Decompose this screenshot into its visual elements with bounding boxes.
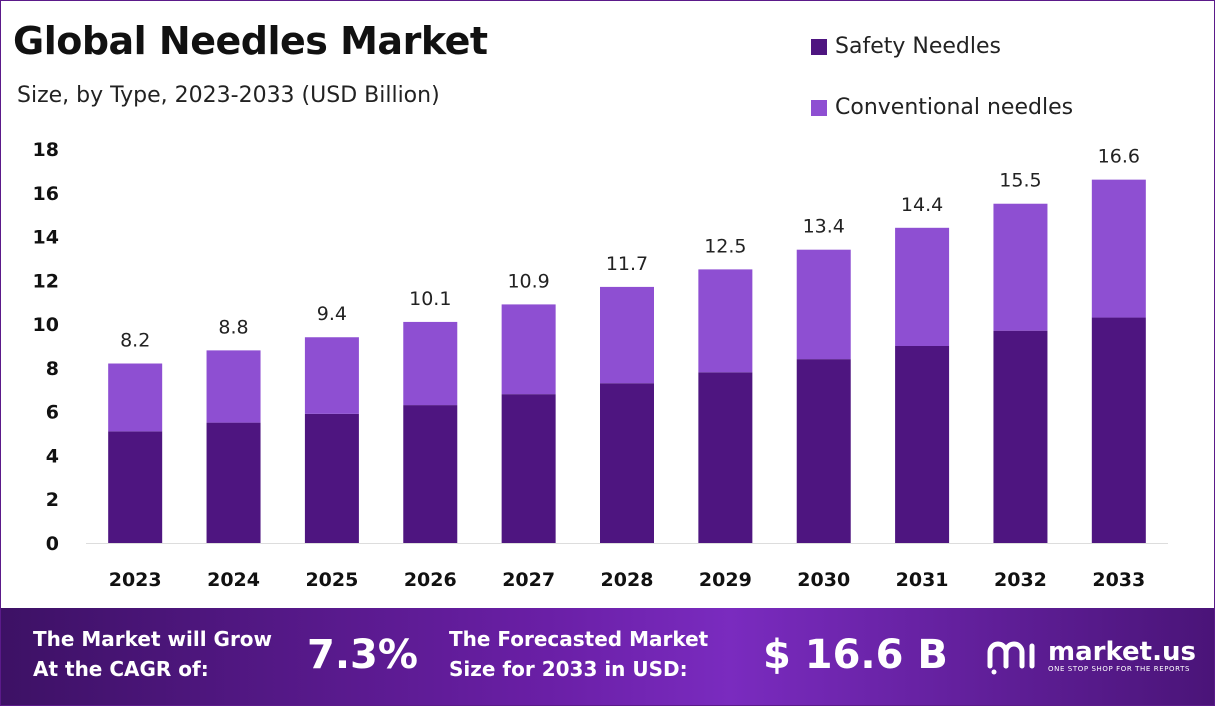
- cagr-label-line2: At the CAGR of:: [33, 657, 209, 681]
- y-tick-label: 6: [46, 402, 59, 424]
- logo-name: market.us: [1048, 637, 1196, 667]
- bar-safety-needles: [108, 431, 163, 543]
- y-tick-label: 16: [33, 183, 59, 205]
- bar-total-label: 9.4: [317, 303, 347, 325]
- bar-conventional-needles: [108, 363, 163, 432]
- bar-conventional-needles: [993, 203, 1048, 331]
- forecast-label-line2: Size for 2033 in USD:: [449, 657, 688, 681]
- legend-swatch-conventional-needles: [811, 99, 827, 116]
- bar-total-label: 10.9: [507, 270, 549, 292]
- bar-total-label: 8.2: [120, 330, 150, 352]
- bar-total-label: 10.1: [409, 288, 451, 310]
- chart-subtitle: Size, by Type, 2023-2033 (USD Billion): [17, 83, 440, 108]
- x-tick-label: 2026: [404, 569, 457, 591]
- legend-swatch-safety-needles: [811, 38, 827, 55]
- logo-tagline: ONE STOP SHOP FOR THE REPORTS: [1048, 665, 1191, 673]
- bar-safety-needles: [403, 405, 458, 543]
- cagr-label-line1: The Market will Grow: [33, 627, 273, 651]
- y-tick-label: 2: [46, 489, 59, 511]
- x-tick-label: 2023: [109, 569, 162, 591]
- bar-safety-needles: [600, 383, 654, 543]
- bar-chart: 0 2 4 6 8 10 12 14 16 18 8.2 2023 8.8 2024 9.4 2025 10.1…: [33, 139, 1168, 591]
- x-tick-label: 2029: [699, 569, 752, 591]
- bar-conventional-needles: [501, 304, 556, 395]
- bar-conventional-needles: [600, 286, 654, 384]
- x-tick-label: 2031: [896, 569, 949, 591]
- bar-safety-needles: [698, 372, 753, 543]
- bar-conventional-needles: [206, 350, 261, 423]
- x-tick-label: 2027: [502, 569, 555, 591]
- chart-title: Global Needles Market: [13, 19, 488, 63]
- legend-label-safety-needles: Safety Needles: [835, 34, 1001, 59]
- y-tick-label: 18: [33, 139, 59, 161]
- forecast-label-line1: The Forecasted Market: [449, 627, 709, 651]
- bar-total-label: 12.5: [704, 235, 746, 257]
- bar-total-label: 15.5: [999, 170, 1041, 192]
- cagr-label: The Market will Grow At the CAGR of:: [33, 624, 272, 684]
- bar-conventional-needles: [1091, 179, 1146, 318]
- forecast-label: The Forecasted Market Size for 2033 in U…: [449, 624, 708, 684]
- bar-conventional-needles: [796, 249, 851, 360]
- bar-conventional-needles: [895, 227, 950, 346]
- bar-safety-needles: [796, 359, 851, 543]
- bar-total-label: 11.7: [606, 253, 648, 275]
- market-us-logo[interactable]: market.us ONE STOP SHOP FOR THE REPORTS: [986, 636, 1196, 676]
- bar-safety-needles: [1091, 317, 1146, 543]
- x-tick-label: 2030: [797, 569, 850, 591]
- x-tick-label: 2025: [305, 569, 358, 591]
- bar-safety-needles: [501, 394, 556, 543]
- cagr-value: 7.3%: [307, 632, 418, 678]
- bar-safety-needles: [304, 413, 359, 543]
- x-tick-label: 2032: [994, 569, 1047, 591]
- x-tick-label: 2033: [1092, 569, 1145, 591]
- bar-safety-needles: [993, 330, 1048, 543]
- x-tick-label: 2028: [601, 569, 654, 591]
- x-tick-label: 2024: [207, 569, 260, 591]
- bar-total-label: 8.8: [218, 316, 248, 338]
- bar-total-label: 13.4: [803, 216, 845, 238]
- bar-conventional-needles: [304, 337, 359, 414]
- y-tick-label: 8: [46, 358, 59, 380]
- legend-label-conventional-needles: Conventional needles: [835, 95, 1074, 120]
- forecast-value: $ 16.6 B: [763, 632, 948, 678]
- y-tick-label: 14: [33, 227, 59, 249]
- y-tick-label: 10: [33, 314, 59, 336]
- y-tick-label: 0: [46, 533, 59, 555]
- footer-banner: The Market will Grow At the CAGR of: 7.3…: [1, 608, 1214, 705]
- y-tick-label: 12: [33, 270, 59, 292]
- legend-item-conventional-needles: Conventional needles: [811, 95, 1073, 120]
- bar-total-label: 14.4: [901, 194, 943, 216]
- bar-safety-needles: [206, 422, 261, 543]
- legend-item-safety-needles: Safety Needles: [811, 34, 1001, 59]
- logo-text: market.us ONE STOP SHOP FOR THE REPORTS: [1048, 639, 1196, 673]
- market-us-logo-icon: [987, 641, 1035, 675]
- bar-safety-needles: [895, 346, 950, 543]
- bar-conventional-needles: [403, 321, 458, 406]
- y-tick-label: 4: [46, 445, 59, 467]
- bar-total-label: 16.6: [1098, 146, 1140, 168]
- bar-conventional-needles: [698, 269, 753, 373]
